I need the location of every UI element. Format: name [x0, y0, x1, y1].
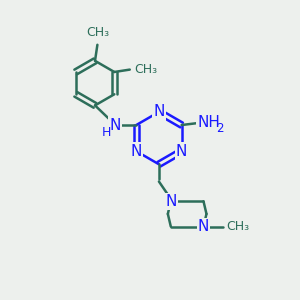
- Text: N: N: [198, 219, 209, 234]
- Text: N: N: [130, 144, 142, 159]
- Text: N: N: [109, 118, 121, 133]
- Text: H: H: [102, 126, 111, 139]
- Text: N: N: [153, 104, 165, 119]
- Text: NH: NH: [197, 115, 220, 130]
- Text: 2: 2: [216, 122, 224, 135]
- Text: N: N: [176, 144, 187, 159]
- Text: CH₃: CH₃: [86, 26, 109, 39]
- Text: CH₃: CH₃: [227, 220, 250, 233]
- Text: CH₃: CH₃: [134, 63, 158, 76]
- Text: N: N: [165, 194, 176, 209]
